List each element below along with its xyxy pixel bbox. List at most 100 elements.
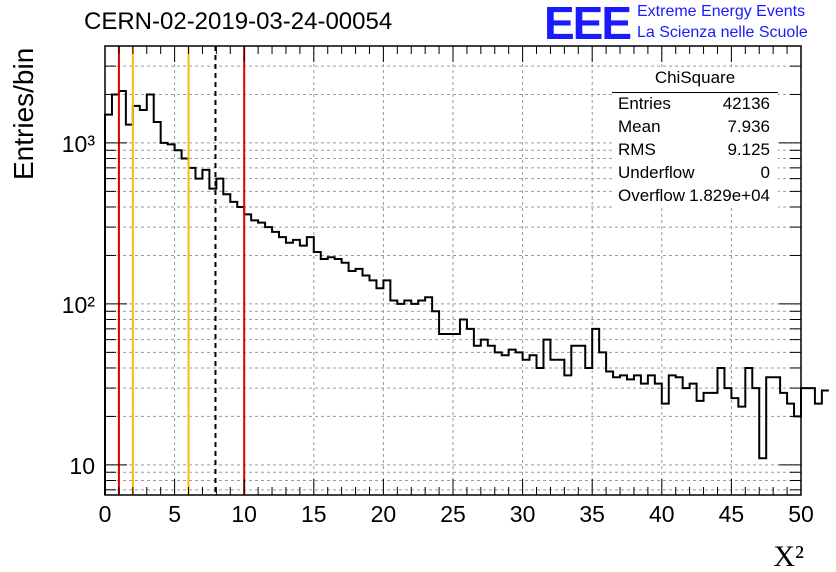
histogram-bin bbox=[585, 368, 592, 495]
histogram-bin bbox=[363, 276, 370, 495]
histogram-bin bbox=[258, 223, 265, 495]
logo-line-2: La Scienza nelle Scuole bbox=[637, 24, 808, 41]
histogram-bin bbox=[230, 202, 237, 495]
tick-labels: 0 5 10 15 20 25 30 35 40 45 50 10 10² 10³ bbox=[62, 131, 814, 527]
histogram-bin bbox=[704, 393, 711, 495]
histogram-bin bbox=[759, 458, 766, 495]
stats-row-mean: Mean 7.936 bbox=[618, 117, 770, 139]
histogram-bin bbox=[474, 346, 481, 495]
histogram-bin bbox=[711, 393, 718, 495]
x-tick-label: 35 bbox=[579, 501, 605, 527]
histogram-bin bbox=[209, 189, 216, 495]
histogram-bin bbox=[599, 352, 606, 495]
histogram-bin bbox=[126, 125, 133, 495]
histogram-bin bbox=[620, 375, 627, 495]
stats-divider bbox=[612, 92, 778, 93]
stats-label: Overflow bbox=[618, 186, 686, 205]
histogram-bin bbox=[550, 360, 557, 495]
histogram-bin bbox=[766, 377, 773, 495]
x-tick-label: 45 bbox=[719, 501, 745, 527]
histogram-bin bbox=[537, 368, 544, 495]
x-tick-label: 25 bbox=[440, 501, 466, 527]
eee-logo: EEE bbox=[544, 0, 632, 49]
histogram-bin bbox=[418, 300, 425, 495]
y-tick-label: 10³ bbox=[62, 131, 96, 157]
stats-label: RMS bbox=[618, 140, 656, 159]
histogram-bin bbox=[669, 375, 676, 495]
histogram-bin bbox=[557, 360, 564, 495]
histogram-bin bbox=[140, 110, 147, 495]
histogram-bin bbox=[293, 240, 300, 495]
stats-label: Entries bbox=[618, 94, 671, 113]
histogram-bin bbox=[481, 340, 488, 495]
histogram-bin bbox=[697, 401, 704, 495]
histogram-bin bbox=[648, 375, 655, 495]
chart-title: CERN-02-2019-03-24-00054 bbox=[84, 8, 393, 35]
stats-title: ChiSquare bbox=[654, 68, 736, 87]
x-tick-label: 30 bbox=[510, 501, 536, 527]
stats-row-underflow: Underflow 0 bbox=[618, 163, 770, 185]
histogram-bin bbox=[822, 390, 829, 495]
histogram-bin bbox=[265, 227, 272, 495]
histogram-bin bbox=[279, 237, 286, 495]
histogram-bin bbox=[286, 243, 293, 495]
histogram-bin bbox=[349, 271, 356, 495]
histogram-bin bbox=[404, 300, 411, 495]
axes bbox=[104, 45, 802, 496]
y-tick-label: 10² bbox=[62, 292, 96, 318]
grid bbox=[105, 46, 801, 495]
stats-row-entries: Entries 42136 bbox=[618, 94, 770, 116]
stats-row-overflow: Overflow 1.829e+04 bbox=[618, 186, 770, 208]
histogram-bin bbox=[369, 280, 376, 495]
histogram-bin bbox=[773, 377, 780, 495]
histogram-bin bbox=[453, 334, 460, 495]
histogram-bin bbox=[432, 311, 439, 495]
histogram-bin bbox=[613, 377, 620, 495]
histogram-bin bbox=[780, 393, 787, 495]
histogram-bin bbox=[119, 91, 126, 495]
histogram-bin bbox=[530, 355, 537, 495]
marker-lines bbox=[117, 46, 246, 495]
histogram-bin bbox=[342, 263, 349, 495]
histogram-bin bbox=[328, 257, 335, 495]
x-tick-label: 5 bbox=[168, 501, 181, 527]
stats-value: 9.125 bbox=[727, 140, 770, 159]
stats-row-rms: RMS 9.125 bbox=[618, 140, 770, 162]
histogram-bin bbox=[592, 329, 599, 495]
histogram-bin bbox=[133, 106, 140, 495]
histogram-bin bbox=[634, 375, 641, 495]
histogram-bin bbox=[738, 407, 745, 495]
histogram-bin bbox=[147, 94, 154, 495]
x-tick-label: 15 bbox=[301, 501, 327, 527]
histogram-bin bbox=[425, 297, 432, 495]
histogram-outline bbox=[104, 90, 829, 495]
y-axis-label: Entries/bin bbox=[8, 48, 39, 180]
histogram-bin bbox=[161, 143, 168, 495]
histogram-bin bbox=[195, 179, 202, 495]
histogram-bin bbox=[794, 416, 801, 495]
histogram-bin bbox=[662, 404, 669, 495]
histogram-bin bbox=[724, 388, 731, 495]
histogram-bin bbox=[237, 207, 244, 495]
x-tick-label: 20 bbox=[371, 501, 397, 527]
histogram-bin bbox=[717, 368, 724, 495]
histogram-bin bbox=[655, 384, 662, 495]
histogram-bin bbox=[300, 246, 307, 495]
histogram-bin bbox=[787, 404, 794, 495]
histogram-bin bbox=[202, 170, 209, 495]
histogram-bin bbox=[189, 168, 196, 495]
histogram-bin bbox=[523, 360, 530, 495]
histogram-bin bbox=[321, 259, 328, 495]
histogram-bin bbox=[105, 115, 112, 495]
stats-label: Underflow bbox=[618, 163, 695, 182]
x-tick-label: 40 bbox=[649, 501, 675, 527]
histogram-bin bbox=[223, 194, 230, 495]
histogram-bin bbox=[460, 320, 467, 495]
x-tick-label: 50 bbox=[788, 501, 814, 527]
histogram-bin bbox=[244, 214, 251, 495]
histogram-bin bbox=[745, 368, 752, 495]
histogram-bin bbox=[808, 388, 815, 495]
histogram-bin bbox=[335, 259, 342, 495]
histogram-bin bbox=[390, 300, 397, 495]
